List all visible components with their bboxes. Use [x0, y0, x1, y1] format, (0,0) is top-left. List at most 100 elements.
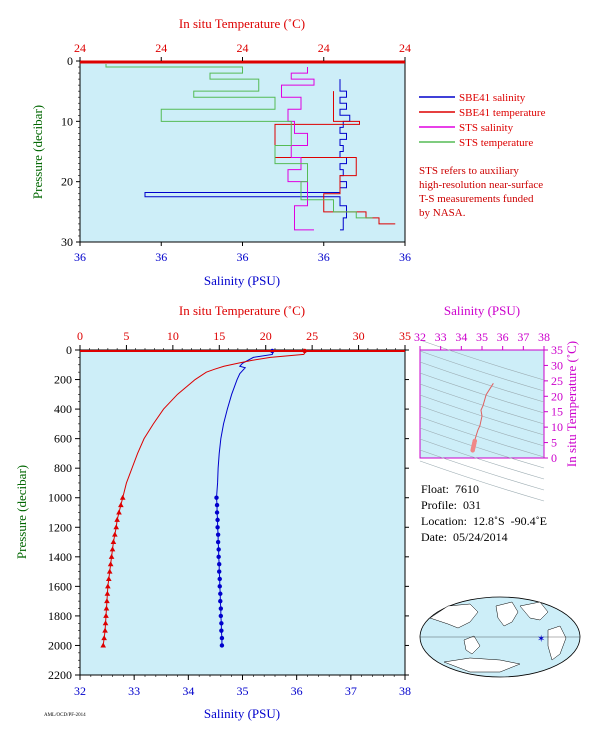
top-panel: In situ Temperature (˚C) 24 24 24 24 24 36 36… [30, 16, 546, 288]
salinity-point [219, 621, 224, 626]
temperature-point [103, 605, 110, 611]
main-pressure-tick-label: 1200 [48, 520, 72, 534]
salinity-point [217, 584, 222, 589]
ts-density-contour [419, 405, 545, 447]
salinity-point [217, 569, 222, 574]
ts-density-contours [419, 339, 545, 502]
ts-density-contour [419, 427, 545, 469]
profile-number: Profile: 031 [421, 498, 481, 512]
top-salinity-tick-label: 36 [74, 250, 86, 264]
salinity-point [214, 502, 220, 508]
main-pressure-tick-label: 1400 [48, 550, 72, 564]
main-pressure-ticks: 0 200 400 600 800 1000 1200 1400 1600 1800 2000 220… [48, 343, 409, 682]
main-pressure-tick-label: 0 [66, 343, 72, 357]
main-temp-tick-label: 15 [213, 329, 225, 343]
ts-salinity-tick-label: 38 [538, 330, 550, 344]
ts-density-contour [419, 383, 545, 425]
top-pressure-tick-label: 20 [61, 175, 73, 189]
ts-salinity-tick-label: 32 [414, 330, 426, 344]
main-temp-tick-label: 30 [353, 329, 365, 343]
top-pressure-tick-label: 0 [67, 54, 73, 68]
main-pressure-tick-label: 2000 [48, 638, 72, 652]
ts-salinity-axis-title: Salinity (PSU) [444, 303, 520, 318]
main-temp-ticks: 0 5 10 15 20 25 30 35 [77, 329, 411, 350]
top-series-line [144, 79, 351, 231]
top-pressure-ticks: 0 10 20 30 [61, 54, 80, 249]
main-pressure-tick-label: 2200 [48, 668, 72, 682]
main-pressure-tick-label: 600 [54, 432, 72, 446]
sts-note: STS refers to auxiliary high-resolution … [419, 164, 543, 220]
salinity-point [215, 532, 221, 537]
float-number: Float: 7610 [421, 482, 480, 496]
note-line: T-S measurements funded [419, 193, 534, 205]
temperature-point [104, 590, 111, 596]
top-salinity-tick-label: 36 [318, 250, 330, 264]
salinity-point [216, 547, 221, 552]
main-temp-tick-label: 0 [77, 329, 83, 343]
temperature-point [112, 531, 118, 537]
main-temp-tick-label: 25 [306, 329, 318, 343]
map-land [429, 601, 567, 673]
temperature-point [113, 524, 120, 530]
salinity-point [219, 628, 224, 633]
top-pressure-axis-title: Pressure (decibar) [30, 105, 45, 199]
temperature-point [108, 553, 115, 559]
top-temp-tick-label: 24 [155, 41, 167, 55]
top-temp-tick-label: 24 [237, 41, 249, 55]
ts-temp-axis-title: In situ Temperature (˚C) [564, 341, 579, 467]
ts-density-contour [419, 416, 545, 458]
temperature-point [114, 516, 120, 522]
world-map: ✶ [419, 596, 581, 678]
main-salinity-tick-label: 34 [182, 684, 194, 698]
ts-density-contour [419, 438, 545, 480]
main-salinity-tick-label: 33 [128, 684, 140, 698]
salinity-point [219, 643, 225, 648]
temperature-point [118, 502, 124, 508]
salinity-point [215, 517, 220, 523]
main-salinity-tick-label: 36 [291, 684, 303, 698]
salinity-point [214, 495, 219, 500]
main-temp-axis-title: In situ Temperature (˚C) [179, 303, 305, 318]
salinity-point [218, 598, 223, 604]
temperature-point [105, 583, 111, 589]
main-salinity-tick-label: 37 [345, 684, 357, 698]
salinity-point [216, 554, 221, 560]
top-panel-series [105, 64, 396, 231]
ts-temp-tick-label: 10 [551, 420, 563, 434]
temperature-point [102, 627, 108, 633]
top-temp-ticks: 24 24 24 24 24 [74, 41, 411, 61]
footer-code: AML/OCD/PF-2014 [44, 713, 86, 718]
main-salinity-axis-title: Salinity (PSU) [204, 706, 280, 721]
ts-series [470, 383, 494, 453]
temperature-point [110, 539, 117, 545]
salinity-point [214, 510, 220, 515]
ts-panel-background [419, 349, 545, 459]
ts-salinity-tick-label: 35 [476, 330, 488, 344]
salinity-point [215, 525, 220, 530]
ts-density-contour [419, 350, 545, 392]
top-pressure-tick-label: 30 [61, 235, 73, 249]
top-temp-tick-label: 24 [318, 41, 330, 55]
float-info: Float: 7610 Profile: 031 Location: 12.8˚… [421, 481, 547, 545]
main-salinity-tick-label: 35 [237, 684, 249, 698]
salinity-point [218, 606, 224, 611]
main-panel-background [79, 349, 406, 676]
salinity-point [219, 635, 225, 641]
location: Location: 12.8˚S -90.4˚E [421, 514, 547, 528]
temperature-point [102, 620, 109, 626]
top-temp-axis-title: In situ Temperature (˚C) [179, 16, 305, 31]
main-pressure-tick-label: 400 [54, 402, 72, 416]
top-salinity-tick-label: 36 [237, 250, 249, 264]
top-temp-tick-label: 24 [74, 41, 86, 55]
legend-label: STS temperature [459, 137, 533, 149]
ts-temp-tick-label: 25 [551, 374, 563, 388]
ts-density-contour [419, 372, 545, 414]
main-pressure-tick-label: 1000 [48, 491, 72, 505]
ts-temp-tick-label: 20 [551, 389, 563, 403]
ts-temp-tick-label: 5 [551, 436, 557, 450]
ts-temp-tick-label: 35 [551, 343, 563, 357]
main-pressure-tick-label: 1800 [48, 609, 72, 623]
main-pressure-axis-title: Pressure (decibar) [14, 465, 29, 559]
